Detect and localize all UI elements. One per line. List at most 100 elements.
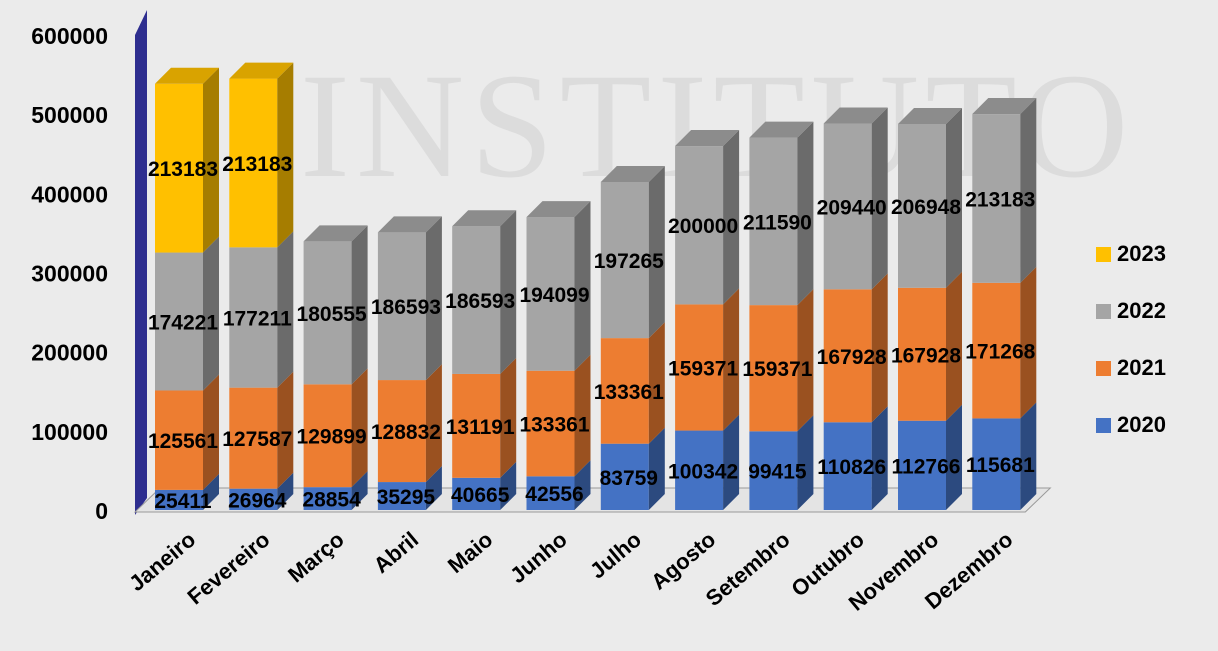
data-label: 211590 [743,211,812,234]
data-label: 99415 [748,461,807,484]
bar-segment-2020-8 [749,415,814,510]
y-tick-label: 400000 [31,181,108,207]
bar-side [425,216,442,381]
chart-legend: 2023 2022 2021 2020 [1096,232,1166,460]
legend-item-2023: 2023 [1096,232,1166,276]
bar-top-3 [377,216,442,233]
bar-front [452,226,501,374]
bar-front [675,430,724,510]
bar-side [574,354,591,477]
data-label: 186593 [371,296,441,319]
bar-segment-2022-7 [675,130,740,305]
bar-side [277,371,294,489]
bar-side [500,461,517,510]
data-label: 131191 [446,416,515,439]
legend-label: 2023 [1117,241,1166,266]
bar-front [526,217,575,371]
bar-front [749,305,798,432]
bar-segment-2020-7 [675,414,740,510]
legend-item-2022: 2022 [1096,289,1166,333]
bar-side [203,67,219,253]
legend-label: 2022 [1117,298,1166,323]
y-tick-label: 0 [95,498,108,524]
bar-front [675,304,724,431]
bar-side [203,473,219,510]
bar-segment-2023-0 [155,67,219,253]
bar-front [898,420,946,510]
y-tick-label: 200000 [31,340,108,366]
bar-side [648,165,665,339]
bar-front [303,384,352,488]
data-label: 174221 [148,312,218,335]
data-label: 213183 [965,188,1035,211]
bar-side [871,273,888,423]
x-tick-label: Março [283,527,349,588]
bar-segment-2020-5 [526,460,591,510]
bar-side [648,427,665,510]
bar-segment-2021-0 [155,374,219,490]
bar-front [600,443,649,510]
bar-side [871,107,888,290]
legend-swatch [1096,360,1111,376]
bar-front [823,422,872,510]
data-label: 28854 [302,489,361,512]
bar-front [749,431,798,510]
data-label: 213183 [148,158,218,181]
bar-front [823,289,872,423]
data-label: 125561 [148,430,218,453]
bar-front [972,282,1021,419]
bar-side [797,121,814,306]
bar-segment-2021-5 [526,354,591,477]
data-label: 40665 [451,484,510,507]
bar-segment-2020-1 [229,472,294,510]
bar-segment-2021-11 [972,266,1037,419]
bar-segment-2022-11 [972,98,1037,283]
bar-segment-2020-3 [377,466,442,510]
bar-front [155,83,203,253]
data-label: 200000 [668,215,738,238]
bar-segment-2022-10 [898,107,962,288]
y-tick-label: 500000 [31,102,108,128]
data-label: 171268 [965,341,1035,364]
bar-side [1020,402,1037,510]
legend-item-2020: 2020 [1096,403,1166,447]
bar-side [203,236,219,391]
data-label: 197265 [594,250,664,273]
bar-side [946,404,962,510]
bar-segment-2020-9 [823,406,888,510]
data-label: 167928 [817,346,887,369]
bar-side [351,471,368,510]
bar-segment-2021-10 [898,271,962,421]
bar-segment-2020-11 [972,402,1037,510]
bar-top-9 [823,107,888,124]
bar-top-7 [675,130,740,147]
data-label: 112766 [892,455,961,478]
bar-side [500,210,517,374]
bar-front [155,489,203,510]
bar-top-0 [155,67,219,84]
bar-front [526,370,575,477]
bar-segment-2021-4 [452,357,517,478]
bar-top-2 [303,225,368,242]
y-tick-label: 100000 [31,419,108,445]
bar-segment-2021-1 [229,371,294,489]
bar-side [946,271,962,421]
bar-segment-2022-0 [155,236,219,391]
bar-segment-2022-3 [377,216,442,381]
bar-front [452,373,501,478]
bar-segment-2021-7 [675,288,740,431]
bar-side [797,415,814,510]
x-tick-label: Abril [369,527,423,578]
bar-side [425,364,442,483]
bar-front [377,380,426,483]
bar-side [277,472,294,510]
legend-swatch [1096,246,1111,262]
data-label: 25411 [154,490,212,513]
bar-segment-2022-9 [823,107,888,290]
bar-segment-2021-2 [303,368,368,488]
bar-front [155,252,203,391]
bar-front [749,137,798,306]
bar-front [229,78,278,248]
bar-top-10 [898,107,962,124]
